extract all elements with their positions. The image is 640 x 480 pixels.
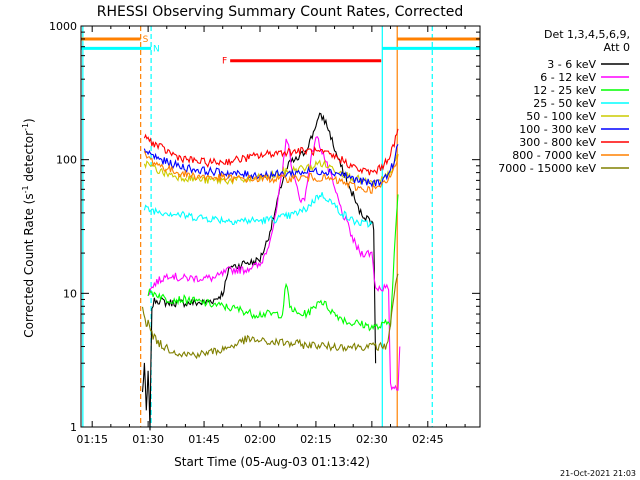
interval-label-f: F xyxy=(222,57,227,67)
legend-header-line-2: Att 0 xyxy=(604,41,630,54)
footer-timestamp: 21-Oct-2021 21:03 xyxy=(560,469,636,478)
x-tick-label: 02:15 xyxy=(300,433,332,446)
interval-bar-group: SN F xyxy=(81,35,480,67)
x-tick-label: 01:45 xyxy=(188,433,220,446)
series-line-50-100-kev xyxy=(143,153,399,187)
axes-group: 01:15 01:30 01:45 02:00 02:15 02:30 02:45 1 10 10… xyxy=(49,20,480,446)
series-line-25-50-kev xyxy=(143,192,373,228)
series-line-7000-15000-kev xyxy=(141,273,399,360)
interval-label-n: N xyxy=(153,44,160,54)
y-axis-label-superscript-2: -1 xyxy=(21,123,30,131)
x-tick-label: 02:45 xyxy=(412,433,444,446)
series-line-12-25-kev xyxy=(147,194,399,332)
y-axis-label-superscript: -1 xyxy=(21,185,30,193)
legend-label-100-300-kev: 100 - 300 keV xyxy=(519,123,596,136)
legend-label-800-7000-kev: 800 - 7000 keV xyxy=(512,149,596,162)
legend-label-3-6-kev: 3 - 6 keV xyxy=(547,58,596,71)
x-tick-label: 01:15 xyxy=(76,433,108,446)
y-tick-label: 10 xyxy=(63,287,77,300)
plot-frame xyxy=(80,25,481,428)
interval-label-s: S xyxy=(143,35,149,45)
y-tick-label: 1000 xyxy=(49,20,77,33)
x-tick-label: 02:30 xyxy=(356,433,388,446)
series-group xyxy=(141,112,401,431)
legend-label-12-25-kev: 12 - 25 keV xyxy=(533,84,596,97)
y-tick-label: 100 xyxy=(56,154,77,167)
chart-title: RHESSI Observing Summary Count Rates, Co… xyxy=(97,4,463,20)
series-line-800-7000-kev xyxy=(143,150,399,194)
x-tick-label: 02:00 xyxy=(244,433,276,446)
y-tick-label: 1 xyxy=(70,421,77,434)
series-line-300-800-kev xyxy=(143,128,399,176)
series-line-6-12-kev xyxy=(147,135,401,391)
y-axis-label: Corrected Count Rate (s-1 detector-1) xyxy=(21,118,36,337)
x-axis-label: Start Time (05-Aug-03 01:13:42) xyxy=(174,455,370,469)
x-tick-label: 01:30 xyxy=(132,433,164,446)
vertical-line-group xyxy=(82,26,433,427)
y-axis-label-main: Corrected Count Rate (s xyxy=(22,193,36,337)
legend-label-25-50-kev: 25 - 50 keV xyxy=(533,97,596,110)
legend-label-50-100-kev: 50 - 100 keV xyxy=(526,110,596,123)
y-axis-label-end: ) xyxy=(22,118,36,123)
legend-header-line-1: Det 1,3,4,5,6,9, xyxy=(544,28,630,41)
legend-label-7000-15000-kev: 7000 - 15000 keV xyxy=(498,162,596,175)
legend-label-300-800-kev: 300 - 800 keV xyxy=(519,136,596,149)
series-line-100-300-kev xyxy=(143,144,399,188)
y-axis-label-middle: detector xyxy=(22,131,36,186)
legend-label-6-12-kev: 6 - 12 keV xyxy=(540,71,596,84)
